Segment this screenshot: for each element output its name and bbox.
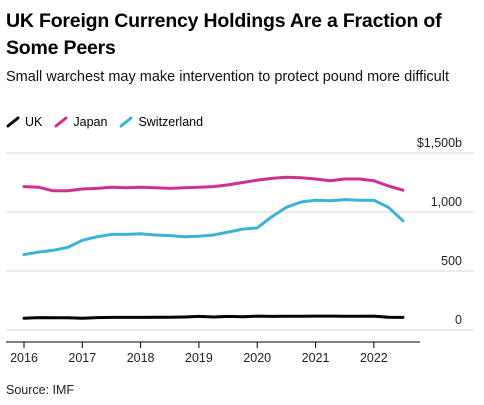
series-line-switzerland <box>22 198 405 256</box>
chart-subtitle: Small warchest may make intervention to … <box>6 69 449 85</box>
x-tick-label: 2018 <box>127 351 155 365</box>
y-tick-label: 0 <box>455 313 462 327</box>
x-tick-label: 2016 <box>10 351 38 365</box>
y-tick-label: $1,500b <box>417 136 462 150</box>
legend-item-switzerland: Switzerland <box>119 115 203 129</box>
chart-legend: UK Japan Switzerland <box>6 115 215 129</box>
legend-item-uk: UK <box>6 115 42 129</box>
legend-label: Switzerland <box>138 115 204 129</box>
x-tick-label: 2021 <box>302 351 330 365</box>
legend-swatch <box>6 116 20 128</box>
legend-swatch-line <box>6 116 20 128</box>
legend-label: Japan <box>73 115 108 129</box>
y-tick-label: 1,000 <box>431 195 462 209</box>
source-note: Source: IMF <box>6 383 75 397</box>
x-tick-label: 2017 <box>68 351 96 365</box>
legend-label: UK <box>25 115 43 129</box>
legend-swatch <box>54 116 68 128</box>
legend-swatch-line <box>54 116 68 128</box>
x-tick-label: 2019 <box>185 351 213 365</box>
x-tick-label: 2020 <box>243 351 271 365</box>
legend-swatch <box>119 116 133 128</box>
series-line-japan <box>22 175 405 193</box>
chart-title: UK Foreign Currency Holdings Are a Fract… <box>6 10 442 59</box>
legend-swatch-line <box>119 116 133 128</box>
legend-item-japan: Japan <box>54 115 107 129</box>
series-line-uk <box>22 314 405 320</box>
y-tick-label: 500 <box>441 254 462 268</box>
x-tick-label: 2022 <box>360 351 388 365</box>
